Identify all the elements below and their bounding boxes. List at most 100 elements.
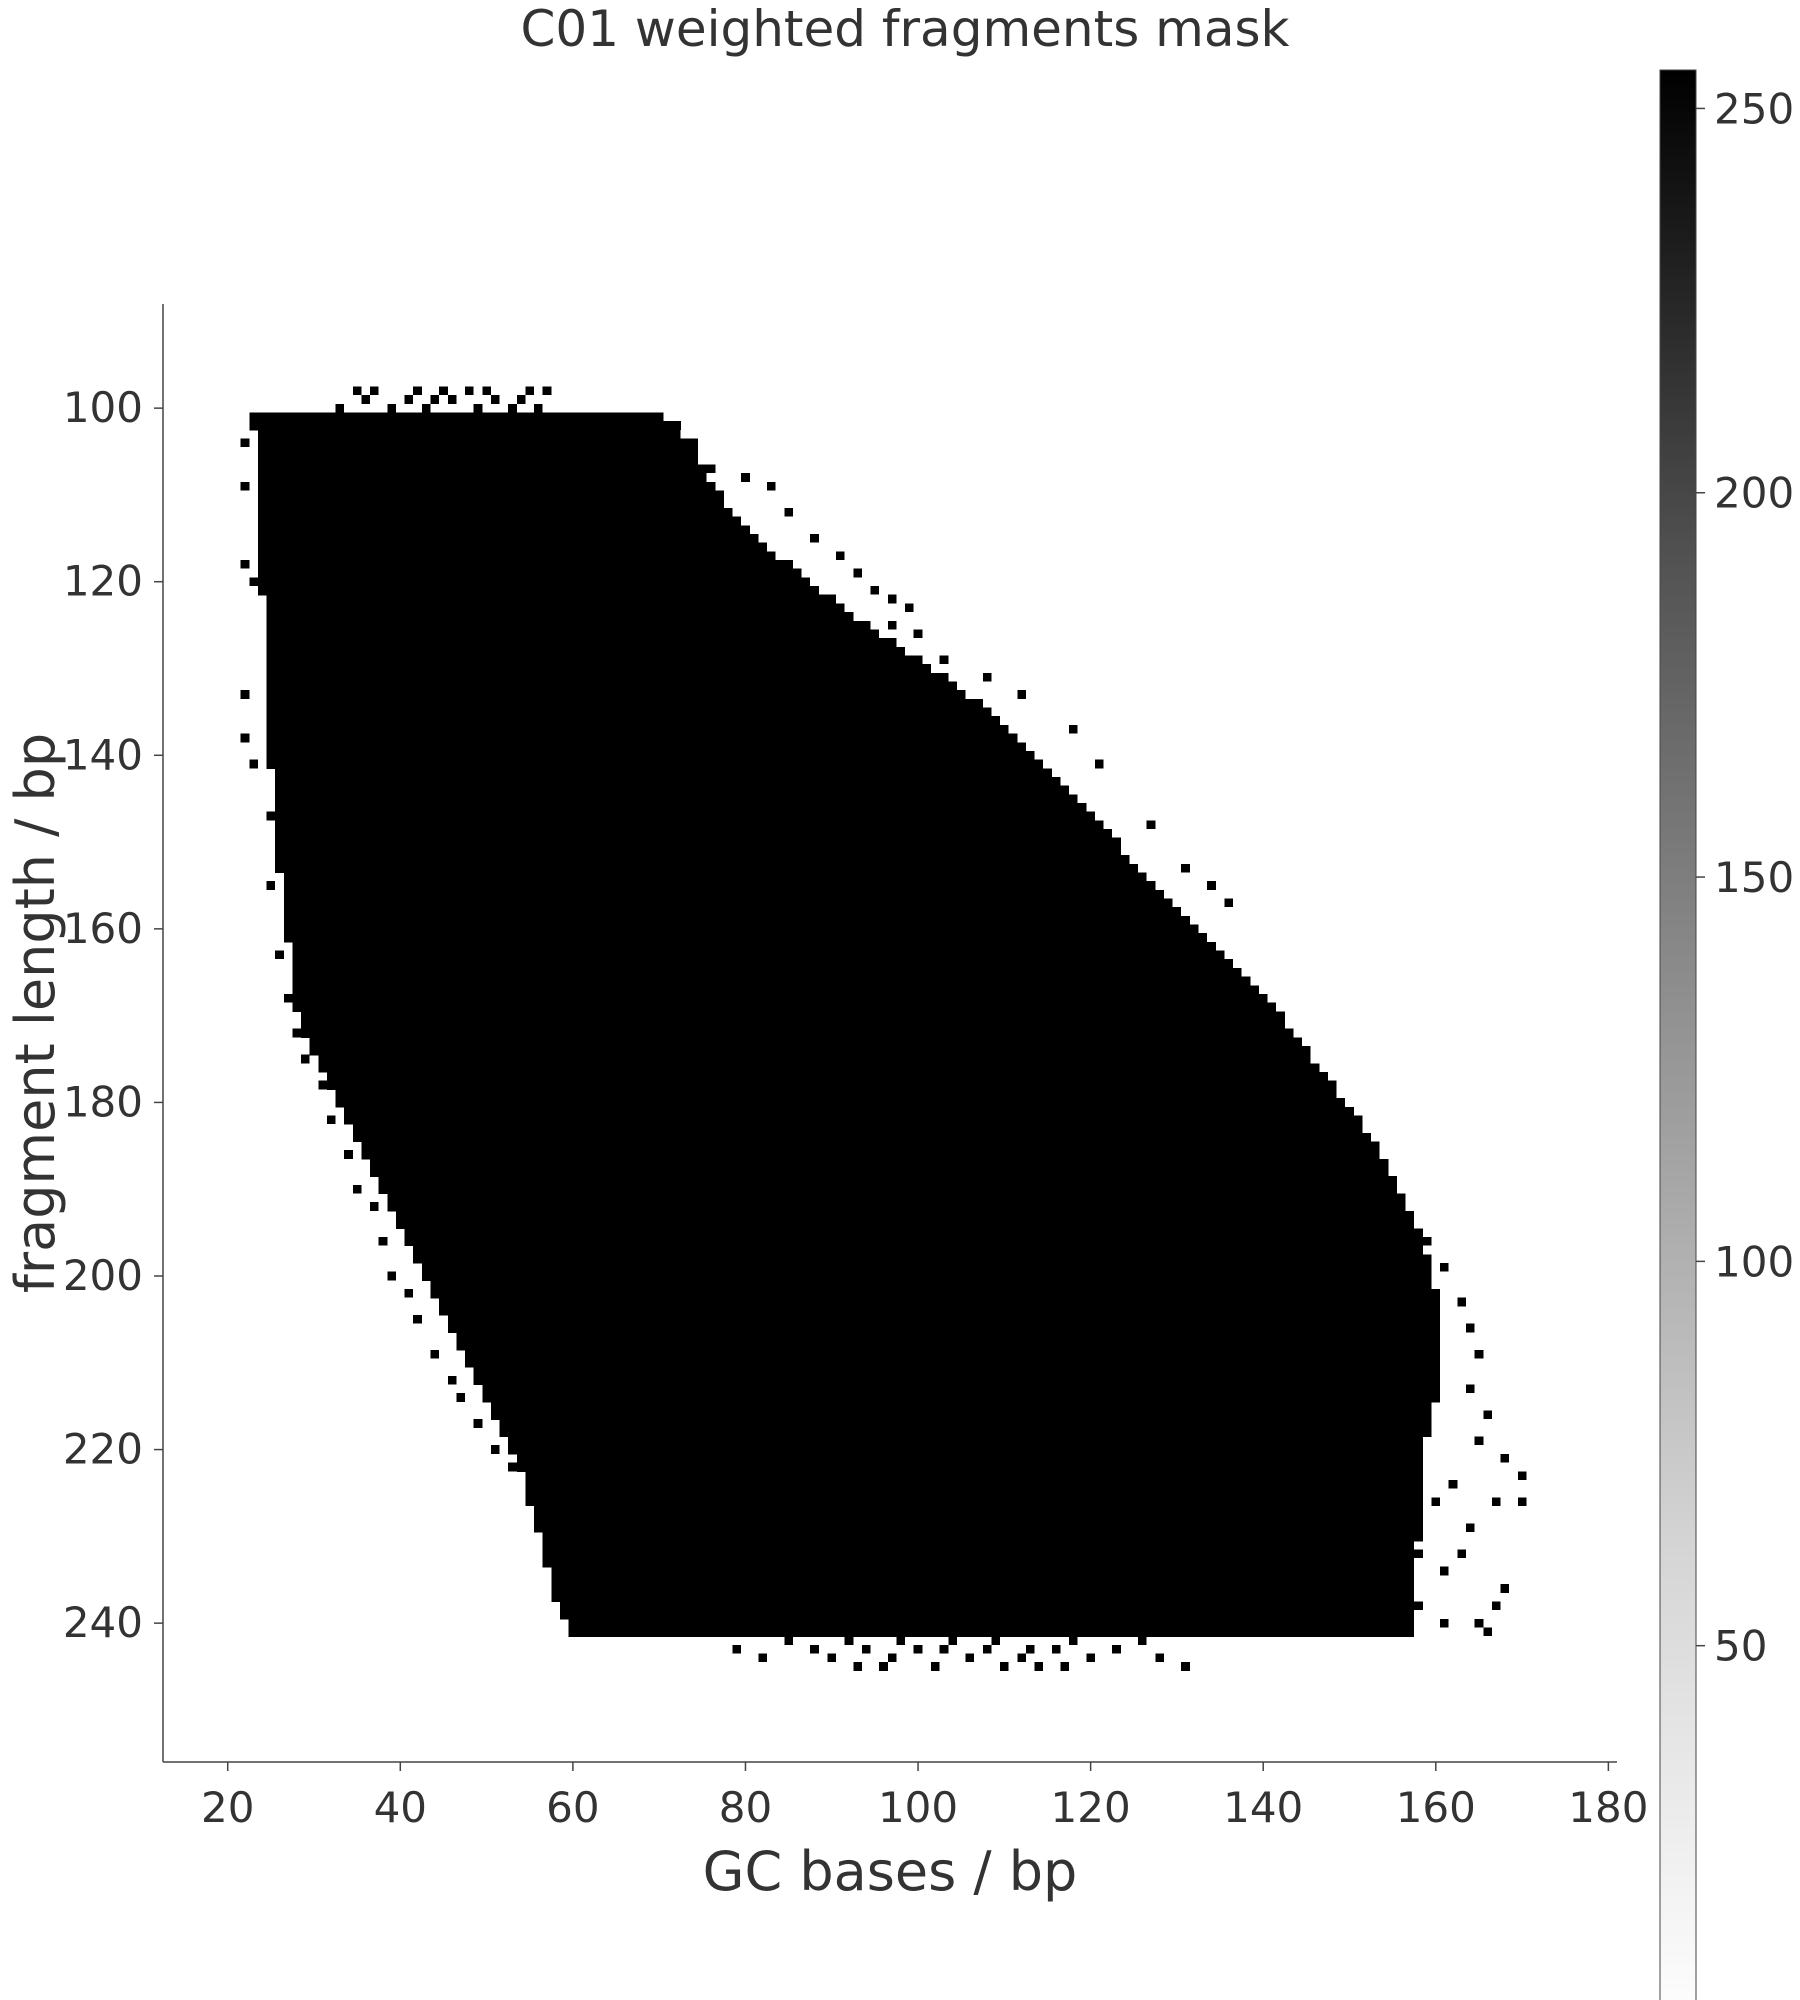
mask-row: [266, 655, 923, 665]
mask-cell: [1431, 1497, 1441, 1506]
mask-row: [283, 898, 1173, 908]
mask-cell: [249, 577, 258, 587]
mask-row: [257, 533, 759, 544]
mask-cell: [1483, 1410, 1492, 1420]
mask-row: [266, 698, 983, 709]
mask-row: [275, 803, 1087, 813]
mask-row: [568, 1627, 1415, 1637]
y-tick-label: 160: [63, 904, 143, 953]
mask-row: [266, 646, 906, 657]
mask-row: [344, 1115, 1363, 1125]
mask-row: [283, 872, 1147, 882]
mask-row: [257, 490, 724, 500]
mask-cell: [672, 421, 681, 430]
mask-cell: [732, 1644, 742, 1654]
mask-cell: [1146, 820, 1156, 830]
mask-cell: [1017, 1653, 1026, 1663]
mask-cell: [542, 386, 552, 396]
y-tick-label: 240: [63, 1598, 143, 1647]
mask-row: [283, 889, 1164, 900]
mask-row: [361, 1150, 1380, 1160]
mask-cell: [991, 1636, 1001, 1645]
mask-cell: [1414, 1549, 1423, 1559]
y-tick-label: 200: [63, 1251, 143, 1300]
mask-row: [283, 881, 1156, 891]
mask-row: [447, 1315, 1441, 1325]
mask-cell: [344, 1150, 353, 1159]
mask-row: [275, 829, 1113, 839]
mask-row: [344, 1106, 1354, 1117]
mask-row: [439, 1297, 1441, 1307]
mask-cell: [1388, 1202, 1397, 1211]
mask-cell: [525, 1497, 535, 1506]
mask-cell: [1500, 1584, 1510, 1593]
mask-cell: [275, 950, 284, 960]
colorbar: 50 100 150 200 250: [1659, 69, 1794, 2000]
y-ticks: 100 120 140 160 180 200 220 240: [63, 383, 163, 1647]
mask-cell: [240, 733, 250, 743]
mask-cell: [1474, 1618, 1484, 1628]
mask-row: [559, 1610, 1415, 1620]
mask-cell: [1457, 1549, 1466, 1559]
mask-cell: [896, 1636, 906, 1645]
mask-cell: [1474, 1349, 1484, 1359]
mask-row: [378, 1176, 1397, 1186]
mask-row: [283, 924, 1199, 934]
mask-cell: [1207, 881, 1216, 890]
x-ticks: 20 40 60 80 100 120 140 160 180: [201, 1762, 1648, 1832]
mask-cell: [982, 1644, 992, 1654]
mask-cell: [870, 586, 880, 595]
mask-row: [275, 846, 1121, 856]
mask-row: [266, 759, 1044, 769]
mask-row: [301, 1019, 1285, 1030]
mask-cell: [370, 1202, 379, 1211]
mask-cell: [421, 403, 431, 413]
mask-row: [352, 1124, 1363, 1134]
mask-row: [482, 1393, 1441, 1403]
mask-row: [508, 1445, 1423, 1455]
mask-cell: [1465, 1523, 1475, 1533]
chart-title: C01 weighted fragments mask: [521, 0, 1290, 58]
mask-row: [352, 1132, 1372, 1143]
y-tick-label: 100: [63, 383, 143, 432]
mask-row: [490, 1410, 1432, 1420]
mask-row: [266, 733, 1018, 743]
mask-cell: [413, 1315, 422, 1324]
mask-row: [309, 1037, 1303, 1047]
mask-cell: [378, 1236, 388, 1246]
mask-cell: [706, 464, 716, 474]
mask-row: [551, 1575, 1415, 1585]
mask-row: [249, 412, 664, 422]
mask-cell: [301, 1054, 310, 1064]
mask-row: [275, 768, 1052, 778]
mask-cell: [741, 473, 750, 482]
mask-cell: [1405, 1219, 1415, 1229]
mask-row: [490, 1401, 1432, 1412]
mask-cell: [1138, 1636, 1147, 1645]
mask-row: [283, 907, 1182, 917]
mask-row: [266, 594, 837, 605]
mask-cell: [1396, 1584, 1406, 1593]
mask-row: [430, 1280, 1432, 1290]
mask-cell: [879, 1662, 888, 1671]
mask-row: [525, 1471, 1423, 1481]
mask-row: [301, 1011, 1285, 1021]
mask-row: [516, 1453, 1423, 1464]
mask-cell: [1491, 1497, 1501, 1506]
mask-cell: [853, 1662, 862, 1671]
x-tick-label: 120: [1051, 1783, 1131, 1832]
mask-row: [525, 1479, 1423, 1490]
x-tick-label: 60: [546, 1783, 599, 1832]
mask-cell: [318, 1080, 327, 1090]
mask-cell: [430, 395, 440, 404]
mask-row: [283, 915, 1190, 926]
mask-row: [257, 455, 698, 466]
x-tick-label: 160: [1396, 1783, 1476, 1832]
mask-cell: [1517, 1497, 1527, 1506]
mask-cell: [482, 386, 491, 396]
mask-row: [292, 976, 1251, 986]
mask-cell: [240, 560, 250, 569]
colorbar-tick-label: 50: [1714, 1622, 1767, 1671]
mask-row: [257, 551, 776, 561]
mask-row: [421, 1262, 1432, 1273]
